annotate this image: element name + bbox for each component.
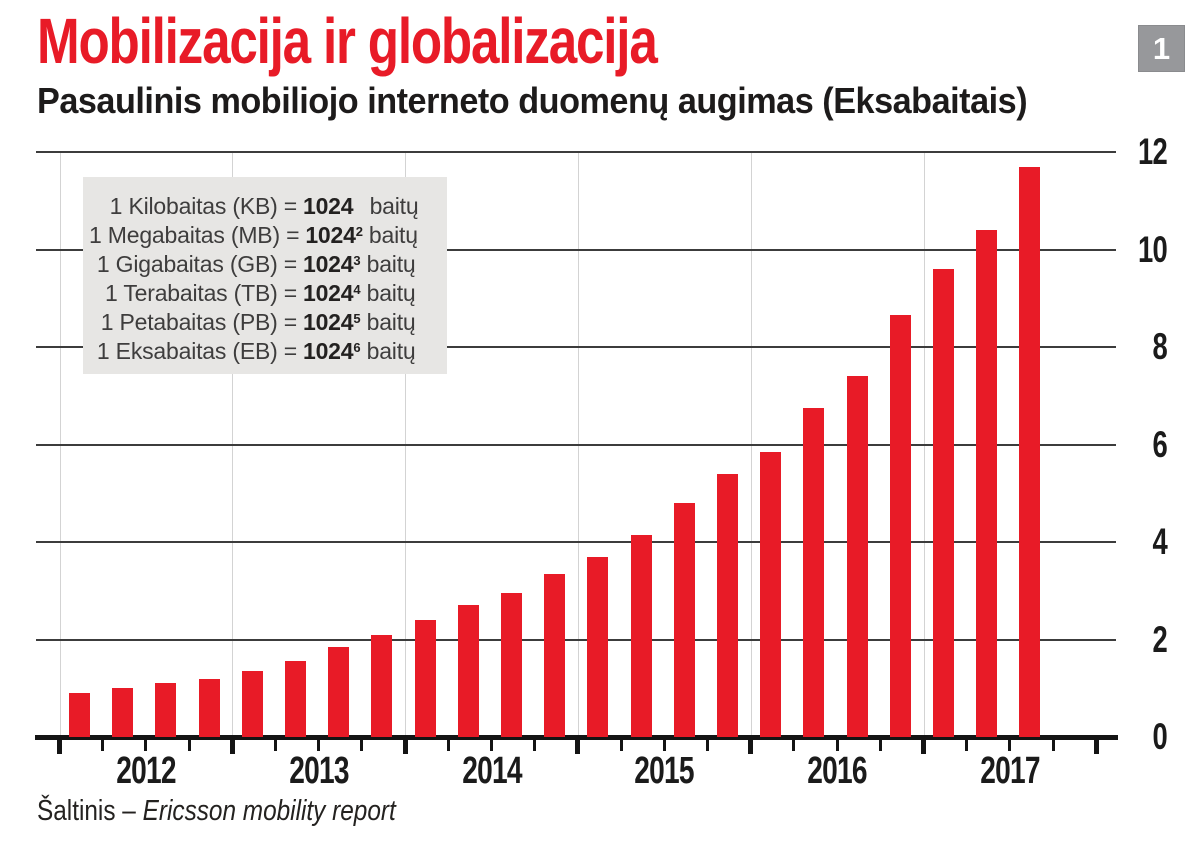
bar — [1019, 166, 1041, 737]
y-grid-line — [36, 151, 1116, 153]
legend-box: 1 Kilobaitas (KB) = 1024 baitų 1 Megabaita… — [83, 177, 447, 374]
figure-number-badge: 1 — [1138, 25, 1185, 72]
axis-tick — [575, 740, 581, 754]
axis-tick — [187, 740, 191, 751]
axis-tick — [878, 740, 882, 751]
axis-tick — [446, 740, 450, 751]
bar — [803, 407, 825, 737]
unit-definition-value: 10242 baitų — [305, 222, 418, 248]
bar — [760, 451, 782, 737]
legend-row: 1 Terabaitas (TB) = 10244 baitų — [89, 279, 429, 308]
axis-tick — [1008, 740, 1012, 751]
unit-definition-label: 1 Megabaitas (MB) = — [89, 222, 300, 248]
year-label: 2014 — [461, 750, 522, 792]
y-grid-line — [36, 346, 1116, 348]
bar — [889, 315, 911, 737]
legend-row: 1 Megabaitas (MB) = 10242 baitų — [89, 221, 429, 250]
axis-tick — [533, 740, 537, 751]
y-axis-label: 2 — [1152, 618, 1168, 660]
bar — [328, 646, 350, 737]
axis-tick — [965, 740, 969, 751]
axis-tick — [274, 740, 277, 751]
y-axis-label: 12 — [1138, 131, 1168, 172]
bar — [112, 688, 134, 737]
bar — [717, 473, 738, 737]
year-label: 2012 — [116, 750, 176, 792]
axis-tick — [144, 740, 148, 751]
axis-tick — [229, 740, 235, 754]
y-grid-line — [36, 443, 1116, 446]
y-grid-line — [36, 248, 1116, 251]
year-label: 2017 — [980, 750, 1040, 792]
year-label: 2016 — [807, 750, 867, 792]
axis-tick — [619, 740, 623, 751]
chart-title: Mobilizacija ir globalizacija — [37, 5, 658, 77]
year-label: 2013 — [288, 750, 349, 792]
unit-definition-value: 1024 baitų — [303, 193, 419, 219]
axis-tick — [921, 740, 926, 754]
legend-row: 1 Kilobaitas (KB) = 1024 baitų — [89, 192, 429, 221]
axis-tick — [490, 740, 493, 751]
axis-tick — [1051, 740, 1055, 751]
unit-definition-value: 10246 baitų — [303, 338, 416, 364]
axis-tick — [1093, 740, 1099, 754]
axis-tick — [317, 740, 321, 751]
y-axis-label: 10 — [1138, 228, 1168, 270]
bar — [457, 605, 479, 737]
bar — [371, 634, 393, 737]
axis-tick — [101, 740, 105, 751]
axis-tick — [792, 740, 796, 751]
y-axis-label: 8 — [1152, 326, 1168, 367]
source-prefix: Šaltinis – — [37, 795, 136, 827]
y-grid-line — [36, 638, 1116, 641]
axis-tick — [662, 740, 666, 751]
x-axis — [35, 735, 1118, 740]
bar — [587, 556, 609, 737]
unit-definition-label: 1 Gigabaitas (GB) = — [96, 251, 297, 277]
year-label: 2015 — [634, 750, 695, 792]
source-name: Ericsson mobility report — [142, 795, 396, 827]
axis-tick — [835, 740, 839, 751]
legend-row: 1 Eksabaitas (EB) = 10246 baitų — [89, 337, 429, 366]
unit-definition-label: 1 Petabaitas (PB) = — [100, 309, 297, 335]
bar — [69, 693, 90, 737]
y-grid-line — [36, 541, 1116, 543]
bar — [155, 683, 177, 737]
bar — [976, 230, 998, 737]
axis-tick — [360, 740, 364, 751]
y-axis-label: 6 — [1152, 423, 1168, 465]
legend-row: 1 Gigabaitas (GB) = 10243 baitų — [89, 250, 429, 279]
bar — [198, 678, 220, 737]
bar — [414, 620, 436, 737]
unit-definition-value: 10244 baitų — [303, 280, 416, 306]
bar — [846, 376, 868, 737]
unit-definition-label: 1 Terabaitas (TB) = — [104, 280, 297, 306]
unit-definition-label: 1 Kilobaitas (KB) = — [109, 193, 298, 219]
source-note: Šaltinis – Ericsson mobility report — [37, 795, 396, 828]
y-axis-label: 4 — [1152, 521, 1168, 562]
unit-definition-label: 1 Eksabaitas (EB) = — [96, 338, 297, 364]
axis-tick — [706, 740, 709, 751]
unit-definition-value: 10245 baitų — [303, 309, 416, 335]
axis-tick — [402, 740, 408, 754]
unit-definition-value: 10243 baitų — [303, 251, 416, 277]
bar — [501, 593, 522, 737]
bar — [241, 671, 263, 737]
axis-tick — [748, 740, 754, 754]
bar — [630, 534, 652, 737]
bar — [673, 503, 695, 737]
bar — [933, 269, 954, 737]
legend-row: 1 Petabaitas (PB) = 10245 baitų — [89, 308, 429, 337]
bar — [285, 661, 306, 737]
bar — [544, 573, 566, 737]
axis-tick — [57, 740, 62, 754]
chart-subtitle: Pasaulinis mobiliojo interneto duomenų a… — [37, 80, 1028, 121]
y-axis-label: 0 — [1152, 716, 1168, 757]
